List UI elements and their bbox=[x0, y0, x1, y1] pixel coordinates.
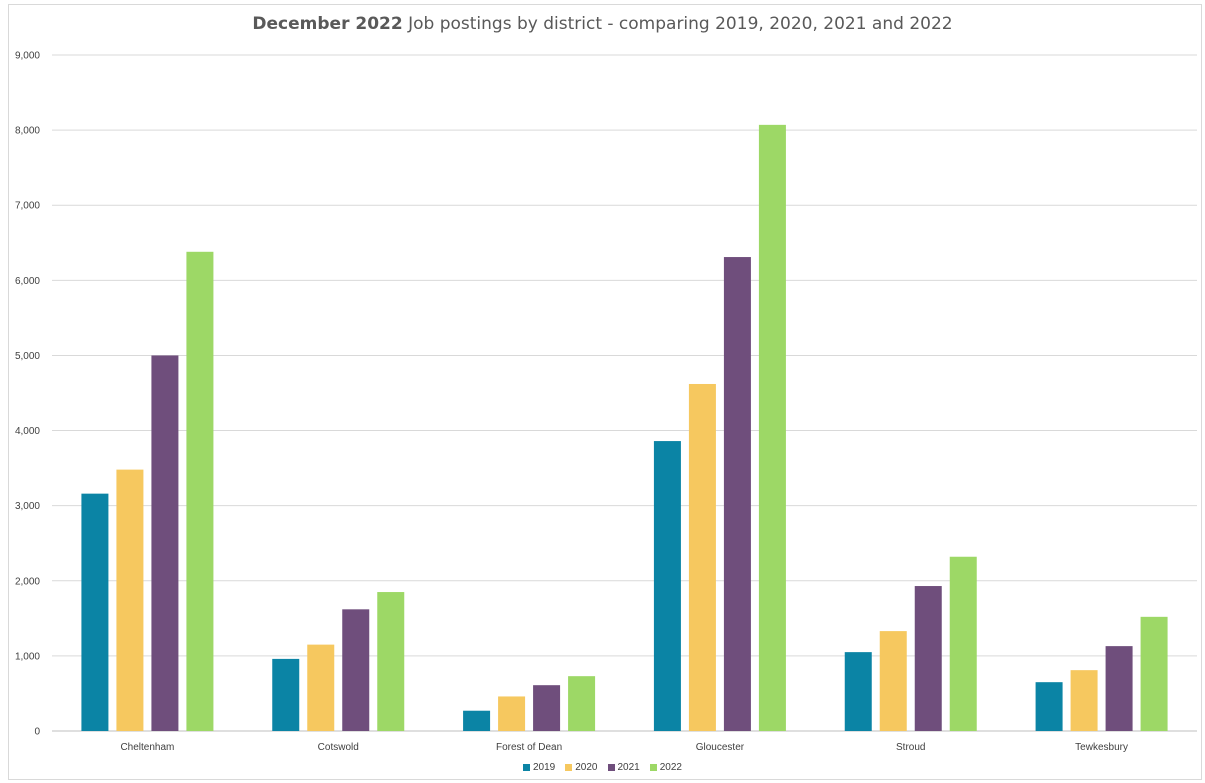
legend-item: 2022 bbox=[649, 762, 682, 773]
y-tick-label: 3,000 bbox=[15, 501, 40, 512]
bar-2021 bbox=[342, 609, 370, 731]
y-tick-label: 9,000 bbox=[15, 51, 40, 62]
bar-2019 bbox=[81, 493, 109, 731]
bar-2020 bbox=[688, 383, 716, 731]
x-tick-label: Gloucester bbox=[696, 742, 745, 753]
bar-2022 bbox=[949, 556, 977, 731]
y-tick-label: 5,000 bbox=[15, 351, 40, 362]
y-tick-label: 4,000 bbox=[15, 426, 40, 437]
legend-label: 2021 bbox=[617, 762, 640, 773]
legend-swatch bbox=[565, 764, 573, 771]
chart-legend: 2019 2020 2021 2022 bbox=[0, 762, 1205, 773]
chart-title-bold: December 2022 bbox=[252, 14, 403, 34]
legend-swatch bbox=[607, 764, 615, 771]
bar-2021 bbox=[151, 355, 179, 731]
y-tick-label: 6,000 bbox=[15, 276, 40, 287]
bar-2021 bbox=[1105, 646, 1133, 731]
bar-2020 bbox=[879, 631, 907, 731]
x-tick-label: Tewkesbury bbox=[1075, 742, 1128, 753]
y-tick-label: 1,000 bbox=[15, 651, 40, 662]
x-tick-label: Cheltenham bbox=[120, 742, 174, 753]
legend-label: 2020 bbox=[575, 762, 598, 773]
y-tick-label: 0 bbox=[34, 727, 40, 738]
chart-title-rest: Job postings by district - comparing 201… bbox=[402, 14, 953, 34]
x-tick-label: Stroud bbox=[896, 742, 925, 753]
bar-2021 bbox=[914, 586, 942, 731]
bar-2022 bbox=[186, 251, 214, 731]
bar-2019 bbox=[1035, 682, 1063, 731]
y-tick-label: 7,000 bbox=[15, 201, 40, 212]
bar-2022 bbox=[568, 676, 596, 731]
x-tick-label: Cotswold bbox=[318, 742, 359, 753]
bar-2019 bbox=[653, 441, 681, 731]
legend-item: 2021 bbox=[607, 762, 640, 773]
bar-2022 bbox=[1140, 616, 1168, 731]
legend-item: 2020 bbox=[565, 762, 598, 773]
legend-swatch bbox=[523, 764, 530, 771]
y-tick-label: 8,000 bbox=[15, 126, 40, 137]
bar-2020 bbox=[307, 644, 335, 731]
y-tick-label: 2,000 bbox=[15, 576, 40, 587]
legend-item: 2019 bbox=[523, 762, 555, 773]
bar-2020 bbox=[116, 469, 144, 731]
bar-2021 bbox=[533, 685, 561, 731]
bar-2019 bbox=[272, 658, 300, 731]
bar-2019 bbox=[844, 652, 872, 731]
bar-2020 bbox=[1070, 670, 1098, 731]
bar-2020 bbox=[498, 696, 526, 731]
bar-2021 bbox=[723, 257, 751, 731]
chart-title: December 2022 Job postings by district -… bbox=[0, 14, 1205, 34]
legend-label: 2019 bbox=[533, 762, 556, 773]
bar-2019 bbox=[463, 710, 491, 731]
bar-2022 bbox=[758, 124, 786, 731]
x-tick-label: Forest of Dean bbox=[496, 742, 562, 753]
legend-label: 2022 bbox=[659, 762, 682, 773]
bar-2022 bbox=[377, 592, 405, 731]
legend-swatch bbox=[649, 764, 657, 771]
